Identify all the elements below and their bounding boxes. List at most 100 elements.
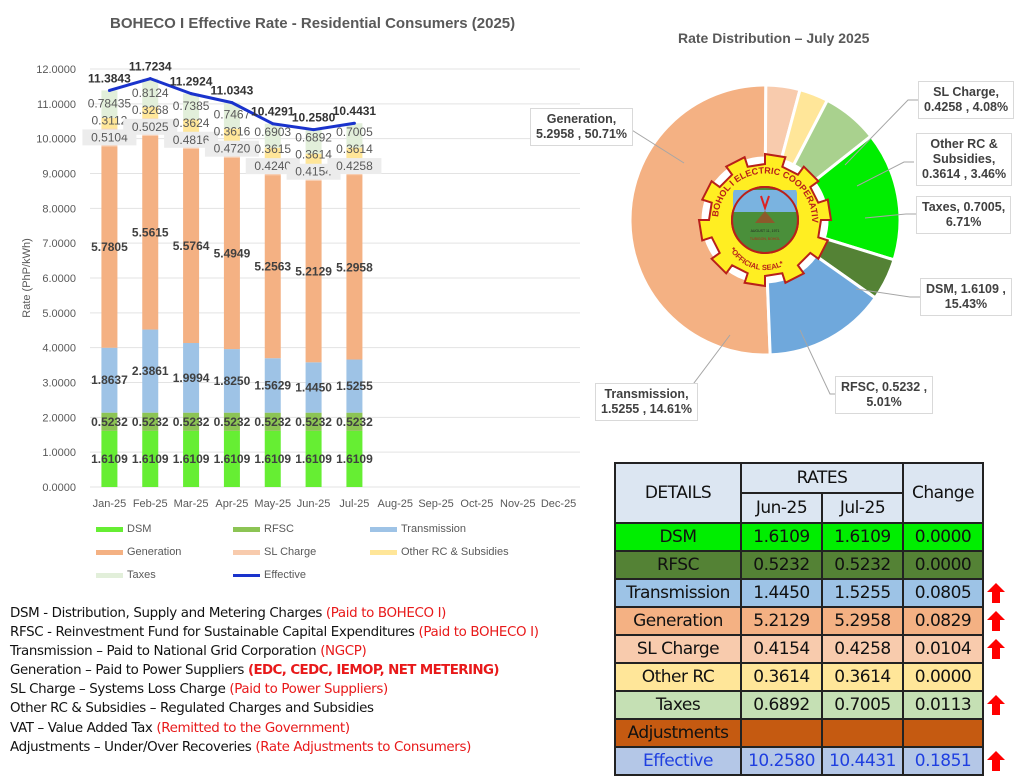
- rates-cell-jul: 0.4258: [821, 634, 904, 664]
- note-text: SL Charge – Systems Loss Charge: [10, 682, 230, 698]
- bar-segment-taxes: [264, 123, 281, 148]
- segment-label: 2.3861: [132, 364, 169, 378]
- legend-item-sl-charge: SL Charge: [233, 546, 316, 558]
- legend-swatch: [96, 526, 123, 532]
- legend-swatch: [233, 549, 260, 555]
- y-tick-label: 10.0000: [36, 134, 76, 146]
- header-jun: Jun-25: [740, 492, 823, 524]
- legend-label: Other RC & Subsidies: [401, 546, 509, 558]
- pie-label-line: DSM, 1.6109 ,: [926, 282, 1006, 296]
- rates-cell-jun: 0.4154: [740, 634, 823, 664]
- bar-segment-transmission: [183, 343, 200, 413]
- pie-label-dsm: DSM, 1.6109 , 15.43%: [920, 278, 1012, 316]
- leader-line: [864, 213, 916, 219]
- legend-item-effective: Effective: [233, 569, 306, 581]
- segment-label: 1.5255: [336, 379, 373, 393]
- segment-label: 0.3112: [92, 113, 128, 127]
- rates-cell-jun: 10.2580: [740, 746, 823, 776]
- y-tick-label: 6.0000: [42, 273, 76, 285]
- x-tick-label: Mar-25: [174, 498, 209, 510]
- rates-cell-jun: 5.2129: [740, 606, 823, 636]
- y-tick-label: 4.0000: [42, 343, 76, 355]
- effective-point: [230, 101, 234, 105]
- bar-segment-taxes: [142, 78, 159, 107]
- bar-segment-taxes: [183, 93, 200, 120]
- bar-segment-other-rc-subsidies: [305, 153, 322, 167]
- rates-cell-change: 0.0104: [902, 634, 984, 664]
- effective-label: 11.7234: [129, 60, 172, 74]
- rates-cell-label: Transmission: [614, 578, 742, 608]
- red-up-arrow-icon: [987, 751, 1005, 771]
- rates-cell-label: Taxes: [614, 690, 742, 720]
- legend-swatch: [233, 573, 260, 577]
- legend-swatch: [96, 572, 123, 578]
- pie-label-line: Taxes, 0.7005,: [922, 200, 1006, 214]
- rates-cell-change: 0.0113: [902, 690, 984, 720]
- rates-cell-change: 0.0000: [902, 662, 984, 692]
- segment-label: 0.6903: [254, 125, 291, 139]
- segment-label-bg: [245, 158, 300, 175]
- segment-label: 1.6109: [214, 452, 251, 466]
- pie-label-line: 15.43%: [944, 297, 988, 311]
- note-line: Transmission – Paid to National Grid Cor…: [10, 642, 539, 661]
- bar-segment-transmission: [101, 347, 118, 413]
- pie-label-line: Transmission,: [604, 387, 689, 401]
- note-text: RFSC - Reinvestment Fund for Sustainable…: [10, 625, 419, 641]
- bar-segment-rfsc: [264, 412, 281, 431]
- legend-item-other-rc-subsidies: Other RC & Subsidies: [370, 546, 509, 558]
- bar-segment-generation: [346, 175, 363, 360]
- segment-label-bg: [327, 158, 382, 175]
- rates-cell-jul: 0.7005: [821, 690, 904, 720]
- legend-item-generation: Generation: [96, 546, 181, 558]
- bar-segment-other-rc-subsidies: [183, 119, 200, 132]
- segment-label: 0.3614: [336, 142, 373, 156]
- x-tick-label: Feb-25: [133, 498, 168, 510]
- bar-segment-dsm: [264, 430, 281, 487]
- rates-cell-change: 0.0829: [902, 606, 984, 636]
- rates-cell-jun: 0.6892: [740, 690, 823, 720]
- segment-label: 0.4258: [336, 159, 373, 173]
- effective-label: 10.4431: [333, 104, 377, 118]
- segment-label: 1.6109: [336, 452, 373, 466]
- bar-segment-taxes: [223, 102, 240, 129]
- pie-label-other-rc-subsidies: Other RC & Subsidies, 0.3614 , 3.46%: [916, 133, 1013, 186]
- segment-label: 0.6892: [295, 131, 332, 145]
- segment-label: 5.5764: [173, 239, 210, 253]
- rates-cell-label: Effective: [614, 746, 742, 776]
- segment-label: 5.4949: [214, 246, 251, 260]
- note-text: Other RC & Subsidies – Regulated Charges…: [10, 701, 374, 717]
- segment-label: 1.5629: [254, 378, 291, 392]
- segment-label: 1.6109: [254, 452, 291, 466]
- legend-label: Transmission: [401, 523, 466, 535]
- y-tick-label: 3.0000: [42, 378, 76, 390]
- rates-cell-jul: 5.2958: [821, 606, 904, 636]
- bar-segment-taxes: [346, 123, 363, 148]
- lightning-icon: [760, 195, 770, 212]
- bar-segment-transmission: [346, 359, 363, 413]
- segment-label: 0.5232: [254, 415, 291, 429]
- segment-label-bg: [123, 118, 178, 135]
- bar-segment-rfsc: [101, 412, 118, 431]
- segment-label: 0.7385: [173, 99, 210, 113]
- bar-segment-transmission: [305, 362, 322, 413]
- segment-label: 1.6109: [173, 452, 210, 466]
- rates-cell-change: 0.1851: [902, 746, 984, 776]
- note-line: DSM - Distribution, Supply and Metering …: [10, 604, 539, 623]
- note-highlight: (Paid to BOHECO I): [418, 625, 539, 641]
- bar-segment-dsm: [305, 430, 322, 487]
- bar-segment-dsm: [346, 430, 363, 487]
- pie-label-line: Other RC &: [930, 137, 998, 151]
- legend-label: SL Charge: [264, 546, 317, 558]
- bar-segment-dsm: [101, 430, 118, 487]
- bar-segment-transmission: [264, 358, 281, 413]
- bar-segment-rfsc: [346, 412, 363, 431]
- segment-label: 5.5615: [132, 226, 169, 240]
- pie-label-transmission: Transmission, 1.5255 , 14.61%: [595, 383, 699, 421]
- legend-label: DSM: [127, 523, 152, 535]
- segment-label: 0.5104: [91, 130, 128, 144]
- segment-label: 1.6109: [295, 452, 332, 466]
- segment-label: 0.5232: [295, 415, 332, 429]
- rates-cell-label: RFSC: [614, 550, 742, 580]
- rates-cell-change: 0.0805: [902, 578, 984, 608]
- effective-label: 11.0343: [211, 84, 254, 98]
